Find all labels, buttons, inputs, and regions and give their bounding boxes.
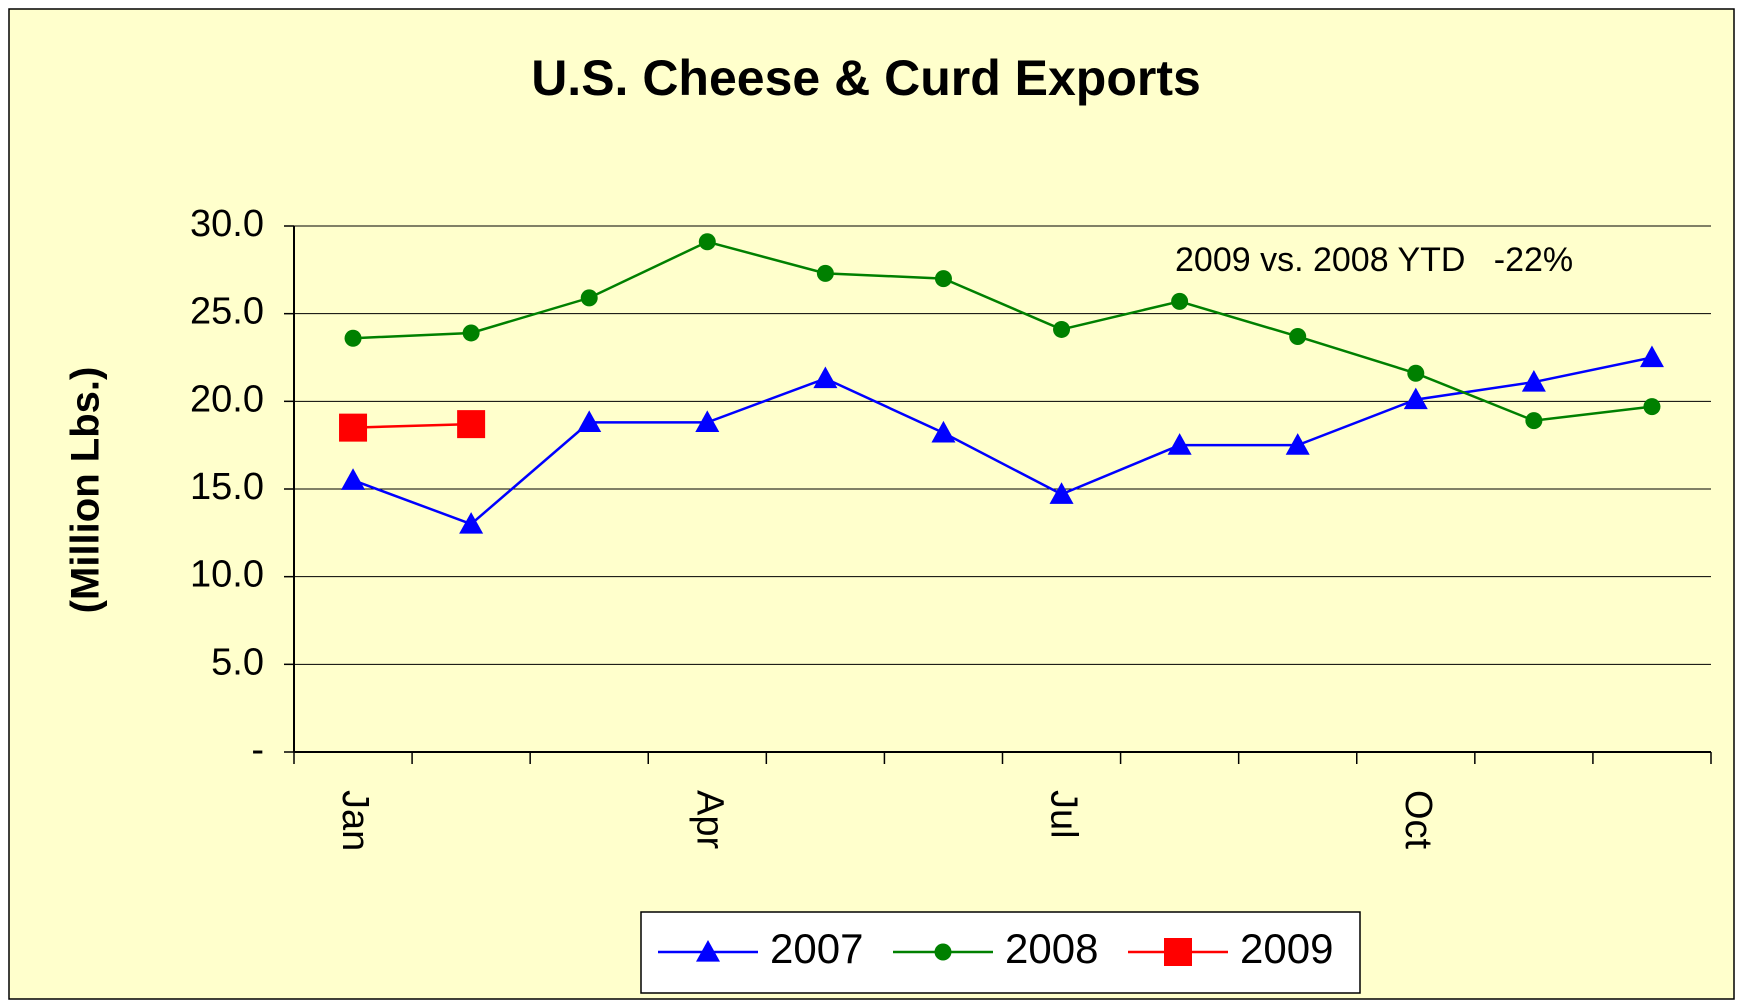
marker [1167,433,1192,455]
y-tick-label: 30.0 [190,203,264,245]
marker [457,410,486,439]
y-tick-label: - [251,729,264,771]
marker [344,329,362,347]
marker [1171,292,1189,310]
marker [696,940,720,962]
marker [1049,482,1074,504]
marker [1639,345,1664,368]
marker [1289,327,1307,345]
marker [1053,320,1071,338]
series-line [352,356,1653,526]
marker [580,289,598,307]
legend-label: 2008 [1005,925,1098,972]
marker [813,366,838,389]
marker [1285,433,1310,455]
marker [698,233,716,251]
marker [931,420,956,443]
legend-label: 2009 [1240,925,1333,972]
marker [462,324,480,342]
y-tick-label: 20.0 [190,378,264,420]
chart-area [8,8,1735,1000]
marker [934,270,952,288]
x-tick-label: Apr [688,790,730,849]
y-axis-label: (Million Lbs.) [64,367,108,614]
series-line [352,240,1653,422]
annotation: 2009 vs. 2008 YTD -22% [1175,241,1573,279]
legend-box [640,911,1361,994]
x-tick-label: Jan [334,790,376,851]
marker [816,264,834,282]
marker [339,413,368,442]
y-tick-label: 25.0 [190,291,264,333]
marker [695,410,720,432]
legend-label: 2007 [770,925,863,972]
marker [459,512,484,534]
y-tick-label: 10.0 [190,554,264,596]
legend: 2007 2008 2009 [640,911,1361,994]
chart-title: U.S. Cheese & Curd Exports [531,50,1201,106]
x-tick-label: Oct [1397,790,1439,850]
marker [1643,398,1661,416]
x-tick-label: Jul [1043,790,1085,839]
marker [1407,364,1425,382]
marker [1403,387,1428,410]
marker [577,410,602,432]
y-tick-label: 5.0 [211,641,264,683]
series-line [353,422,472,429]
marker [1521,370,1546,392]
marker [934,943,952,961]
marker [341,468,366,490]
y-tick-label: 15.0 [190,466,264,508]
marker [1164,938,1192,966]
marker [1525,412,1543,430]
